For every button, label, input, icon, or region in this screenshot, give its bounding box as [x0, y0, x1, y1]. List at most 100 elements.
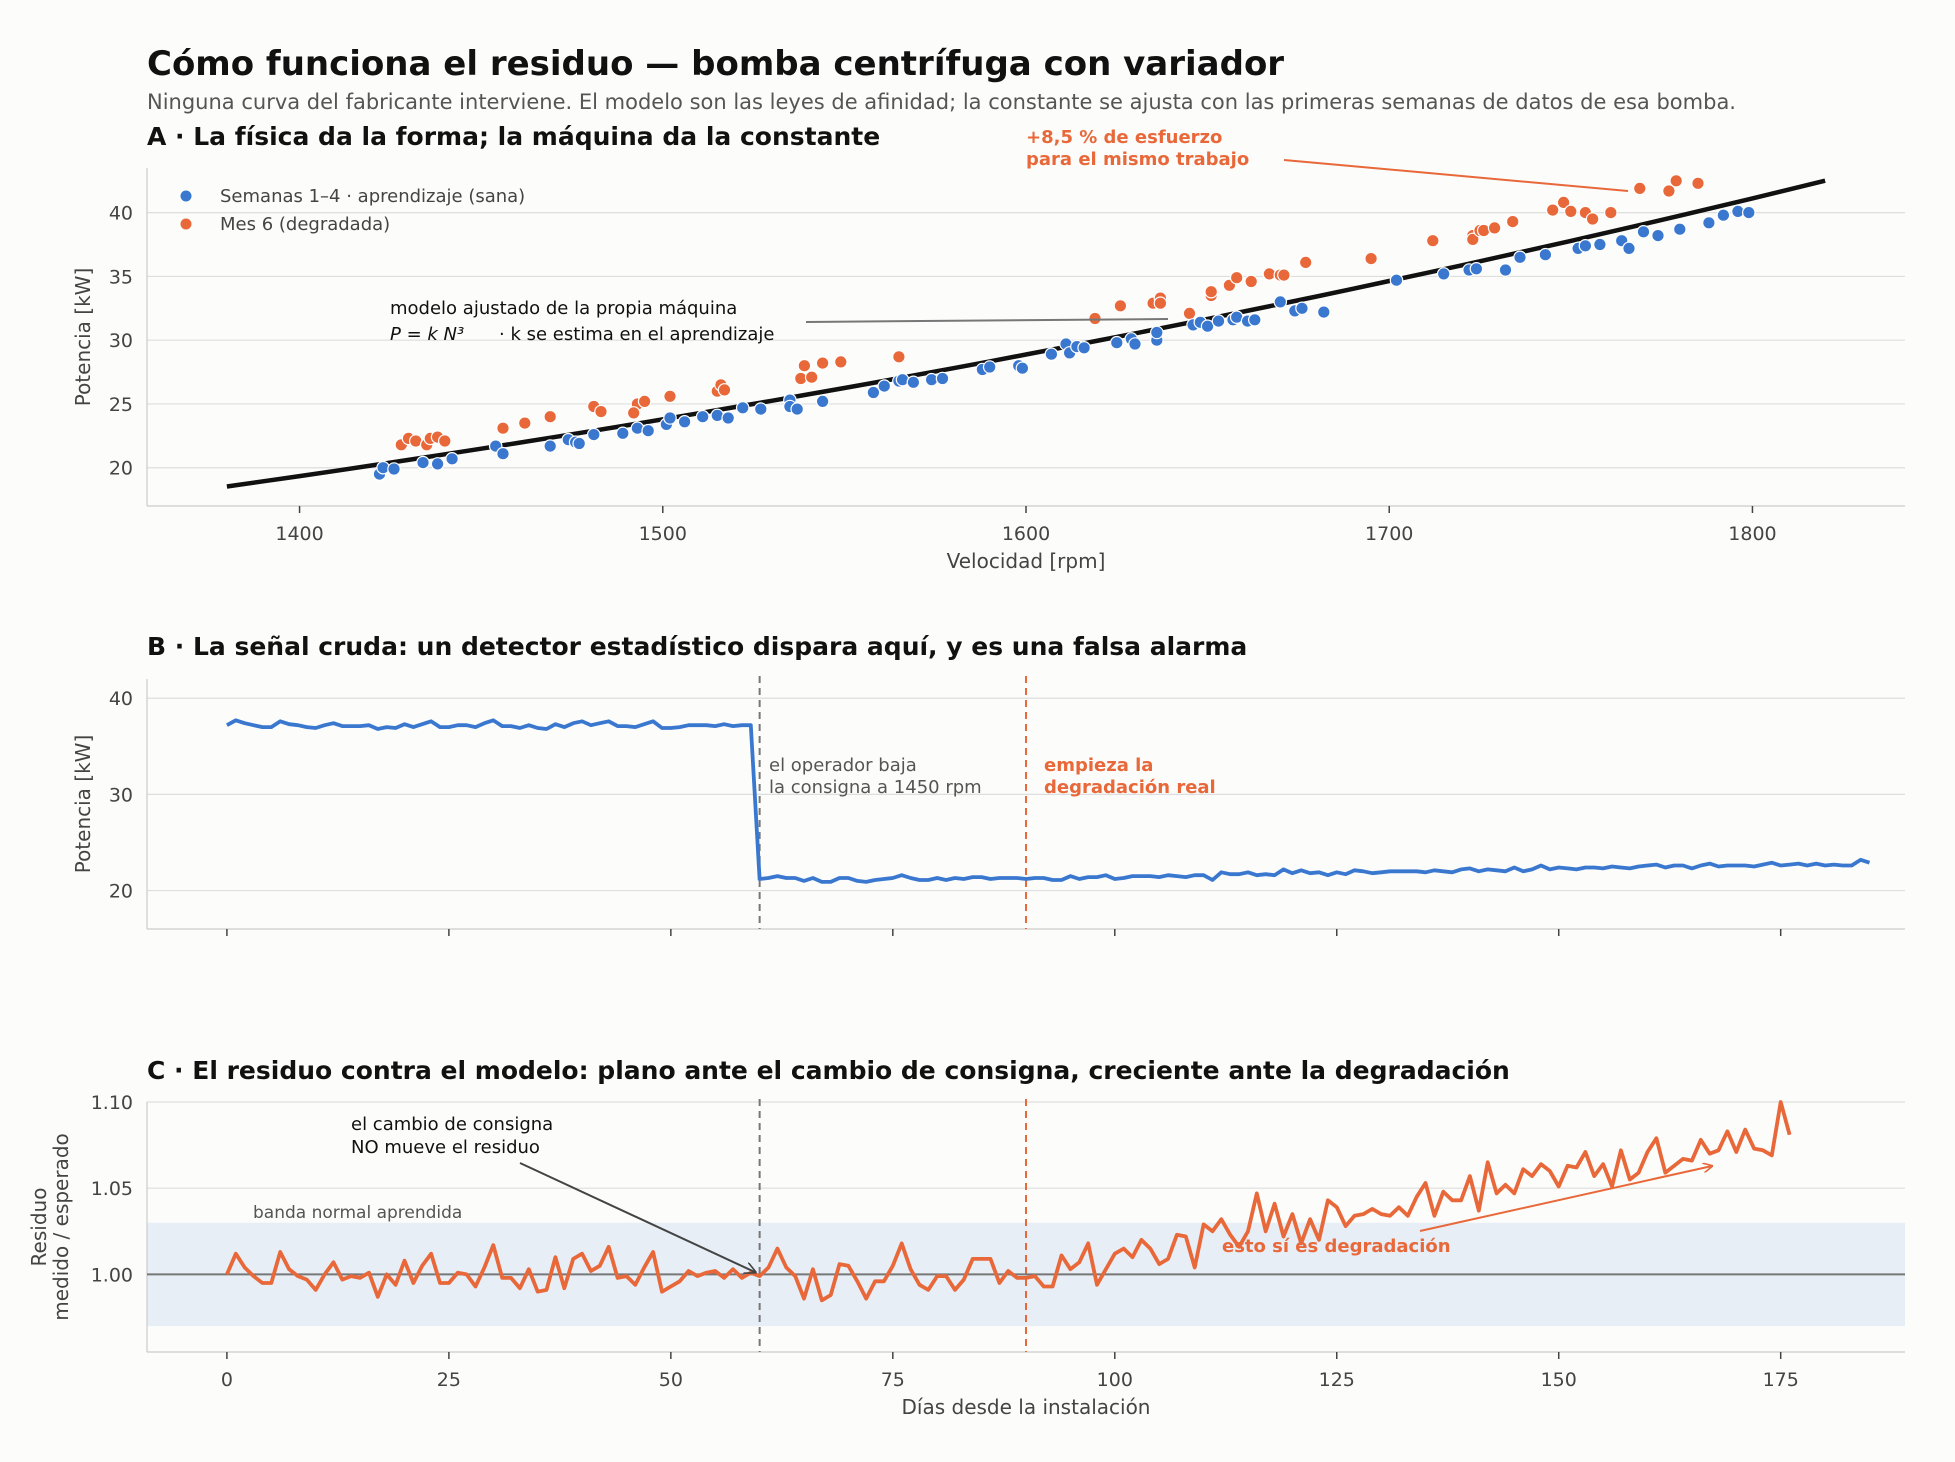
healthy-point	[1273, 295, 1288, 309]
healthy-point	[1211, 314, 1226, 328]
healthy-point	[1110, 335, 1124, 350]
legend-marker-healthy	[180, 190, 192, 202]
degraded-point	[663, 389, 677, 404]
healthy-point	[1436, 267, 1451, 281]
healthy-point	[815, 394, 830, 409]
degraded-point	[1364, 251, 1378, 266]
healthy-point	[695, 409, 710, 424]
panel-a-x-tick-label: 1800	[1728, 523, 1776, 545]
panel-a-x-tick-label: 1600	[1002, 523, 1050, 545]
model-annotation-line1: modelo ajustado de la propia máquina	[390, 298, 737, 319]
legend-marker-degraded	[180, 218, 192, 230]
panel-a-y-tick-label: 25	[109, 394, 133, 416]
panel-a-y-tick-label: 30	[109, 330, 133, 352]
degraded-point	[1633, 181, 1647, 196]
healthy-point	[496, 446, 510, 461]
band-label: banda normal aprendida	[253, 1203, 462, 1223]
healthy-point	[1128, 337, 1142, 351]
model-curve	[226, 178, 1826, 489]
panel-c-x-tick-label: 175	[1763, 1369, 1799, 1391]
panel-b-raw-signal: B · La señal cruda: un detector estadíst…	[71, 632, 1905, 936]
degraded-point	[1466, 232, 1480, 247]
panel-c-x-axis-label: Días desde la instalación	[902, 1395, 1151, 1419]
healthy-point	[416, 455, 430, 470]
panel-c-y-axis-label-2: medido / esperado	[49, 1133, 73, 1321]
healthy-point	[543, 439, 557, 453]
degraded-point	[1691, 176, 1705, 191]
degraded-point	[1229, 270, 1244, 285]
healthy-point	[586, 427, 601, 442]
degraded-point	[1244, 274, 1258, 289]
healthy-point	[982, 360, 997, 374]
degraded-point	[1277, 268, 1291, 282]
healthy-point	[663, 411, 677, 425]
degraded-point	[1153, 296, 1168, 310]
degraded-point	[1298, 255, 1313, 270]
panel-a-x-tick-label: 1500	[639, 523, 687, 545]
healthy-point	[1389, 273, 1404, 287]
healthy-point	[1150, 325, 1164, 340]
panel-b-y-tick-label: 20	[109, 881, 133, 903]
degraded-point	[594, 404, 608, 419]
degradation-label: esto sí es degradación	[1222, 1236, 1451, 1257]
healthy-point	[1498, 263, 1513, 277]
degraded-point	[1182, 306, 1197, 321]
panel-a-legend: Semanas 1–4 · aprendizaje (sana) Mes 6 (…	[180, 186, 525, 235]
healthy-point	[1317, 305, 1331, 319]
panel-c-x-tick-label: 125	[1319, 1369, 1355, 1391]
degraded-point	[1669, 174, 1683, 188]
degraded-point	[1426, 233, 1440, 248]
panel-c-x-tick-label: 0	[221, 1369, 233, 1391]
healthy-point	[935, 371, 950, 386]
degraded-point	[626, 406, 641, 420]
setpoint-annotation-line2: la consigna a 1450 rpm	[769, 777, 982, 798]
healthy-point	[877, 379, 892, 393]
power-series-line	[225, 718, 1871, 884]
panel-a-title: A · La física da la forma; la máquina da…	[147, 122, 880, 151]
degradation-annotation-arrow	[1419, 1166, 1712, 1232]
healthy-point	[1578, 239, 1593, 253]
panel-c-x-tick-label: 150	[1541, 1369, 1577, 1391]
panel-c-y-tick-label: 1.05	[91, 1178, 133, 1200]
healthy-point	[1673, 222, 1687, 236]
healthy-point	[1015, 361, 1030, 375]
panel-c-y-tick-label: 1.00	[91, 1264, 133, 1286]
healthy-point	[1702, 216, 1716, 230]
healthy-point	[1044, 347, 1059, 361]
healthy-point	[430, 457, 445, 471]
panel-a-x-tick-label: 1700	[1365, 523, 1413, 545]
panel-a-y-axis-label: Potencia [kW]	[71, 268, 95, 407]
panel-a-y-tick-label: 35	[109, 266, 133, 288]
degraded-point	[1556, 195, 1571, 210]
healthy-point	[906, 375, 921, 390]
setpoint-residual-line1: el cambio de consigna	[351, 1114, 553, 1135]
healthy-point	[1513, 250, 1527, 265]
degraded-point	[1564, 204, 1578, 219]
degraded-point	[1204, 284, 1218, 299]
degraded-point	[1604, 205, 1618, 220]
degraded-point	[1505, 214, 1520, 229]
legend-label-healthy: Semanas 1–4 · aprendizaje (sana)	[220, 186, 525, 207]
panel-c-title: C · El residuo contra el modelo: plano a…	[147, 1056, 1510, 1085]
healthy-point	[1636, 225, 1651, 239]
panel-c-x-tick-label: 75	[881, 1369, 905, 1391]
panel-c-x-tick-label: 25	[437, 1369, 461, 1391]
degraded-point	[1545, 203, 1560, 217]
degraded-point	[1585, 212, 1600, 226]
degraded-point	[543, 409, 557, 424]
healthy-point	[1469, 261, 1484, 276]
panel-c-x-tick-label: 100	[1097, 1369, 1133, 1391]
figure-subtitle: Ninguna curva del fabricante interviene.…	[147, 90, 1736, 114]
healthy-point	[445, 451, 459, 466]
degraded-point	[517, 416, 532, 430]
healthy-point	[387, 462, 401, 476]
degraded-point	[437, 434, 452, 448]
healthy-point	[1651, 228, 1665, 243]
degraded-point	[1113, 298, 1128, 313]
degraded-point	[1487, 221, 1502, 235]
healthy-point	[677, 414, 692, 429]
panel-a-x-tick-label: 1400	[275, 523, 323, 545]
effort-annotation-line1: +8,5 % de esfuerzo	[1026, 127, 1222, 148]
effort-annotation-line2: para el mismo trabajo	[1026, 149, 1249, 170]
